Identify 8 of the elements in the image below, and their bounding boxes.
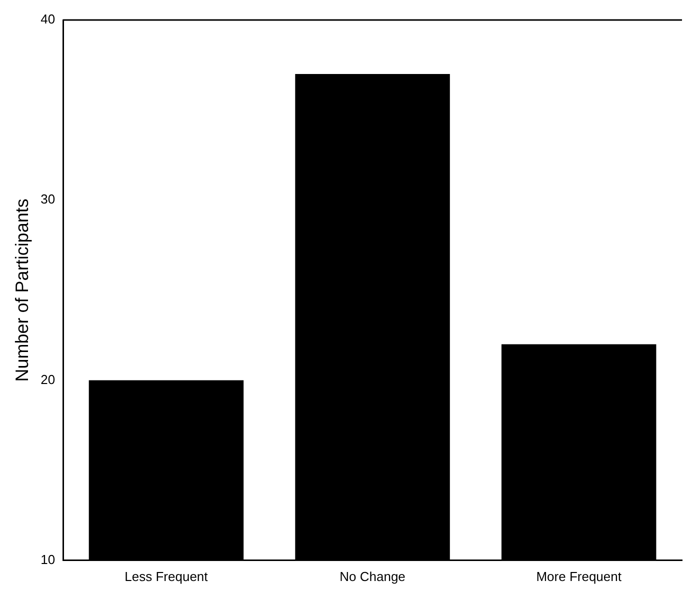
- y-tick-label: 20: [40, 372, 56, 387]
- y-tick-label: 40: [40, 12, 56, 27]
- y-tick-label: 30: [40, 192, 56, 207]
- x-tick-label: Less Frequent: [124, 568, 208, 584]
- y-axis-title: Number of Participants: [12, 198, 32, 382]
- y-tick-label: 10: [40, 552, 56, 567]
- x-tick-label: More Frequent: [536, 568, 622, 584]
- x-tick-label: No Change: [340, 568, 406, 584]
